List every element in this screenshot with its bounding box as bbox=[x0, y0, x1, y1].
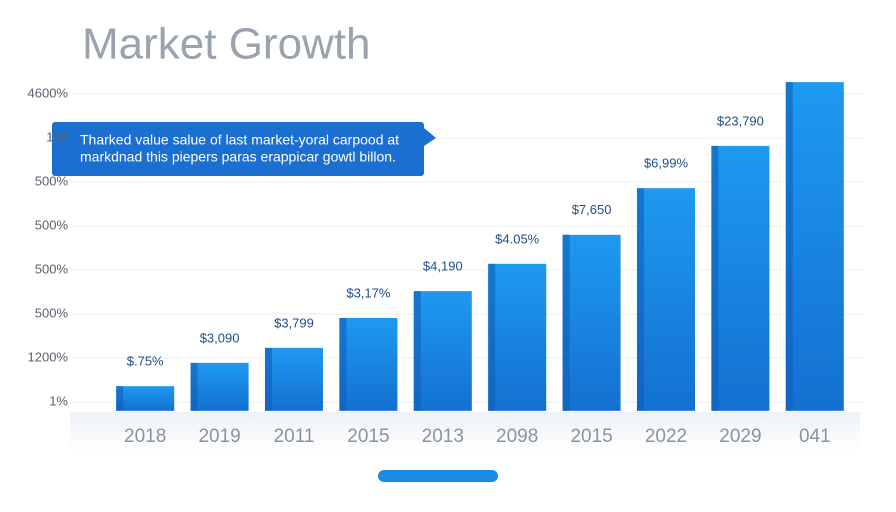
bar bbox=[562, 234, 621, 411]
x-tick-label: 041 bbox=[799, 426, 831, 447]
bar bbox=[339, 317, 398, 411]
bar bbox=[636, 188, 696, 411]
y-tick-label: 500% bbox=[35, 217, 69, 232]
x-tick-label: 2018 bbox=[124, 426, 166, 447]
x-tick-label: 2019 bbox=[198, 426, 240, 447]
bar bbox=[785, 82, 844, 411]
y-tick-label: 500% bbox=[35, 261, 69, 276]
chart-title: Market Growth bbox=[82, 20, 371, 69]
x-tick-label: 2015 bbox=[570, 426, 612, 447]
y-tick-label: 500% bbox=[35, 173, 69, 188]
bar-edge bbox=[785, 82, 793, 411]
bar bbox=[264, 347, 324, 411]
bar bbox=[488, 263, 547, 411]
callout-text: Tharked value salue of last market-yoral… bbox=[80, 132, 399, 148]
value-label: $3,090 bbox=[200, 330, 240, 345]
callout-pointer bbox=[424, 128, 436, 146]
bar bbox=[190, 362, 249, 411]
bar-edge bbox=[264, 347, 272, 411]
y-tick-label: 4600% bbox=[28, 85, 69, 100]
bar-edge bbox=[711, 145, 719, 411]
x-tick-label: 2011 bbox=[274, 426, 315, 447]
bar-edge bbox=[488, 263, 496, 411]
callout: Tharked value salue of last market-yoral… bbox=[52, 122, 436, 176]
value-label: $4,190 bbox=[423, 259, 463, 274]
value-label: $3,17% bbox=[346, 285, 391, 300]
value-label: $4.05% bbox=[495, 231, 540, 246]
value-label: $7,650 bbox=[572, 202, 612, 217]
value-label: $.75% bbox=[127, 354, 164, 369]
bar-edge bbox=[190, 362, 198, 411]
bar-edge bbox=[339, 317, 347, 411]
bar-edge bbox=[636, 188, 644, 411]
bar bbox=[413, 291, 472, 411]
x-tick-label: 2029 bbox=[719, 426, 761, 447]
x-tick-label: 2022 bbox=[645, 426, 687, 447]
callout-text: markdnad this piepers paras erappicar go… bbox=[80, 149, 396, 165]
value-label: $6,99% bbox=[644, 156, 689, 171]
bar bbox=[116, 386, 175, 411]
value-label: $23,790 bbox=[717, 113, 764, 128]
bar bbox=[711, 145, 770, 411]
bar-edge bbox=[413, 291, 421, 411]
bar-edge bbox=[116, 386, 124, 411]
bar-edge bbox=[562, 234, 570, 411]
y-tick-label: 150 bbox=[46, 129, 68, 144]
x-tick-label: 2013 bbox=[422, 426, 464, 447]
scrollbar[interactable] bbox=[378, 470, 498, 482]
y-tick-label: 500% bbox=[35, 305, 69, 320]
y-tick-label: 1200% bbox=[28, 349, 69, 364]
x-tick-label: 2098 bbox=[496, 426, 538, 447]
value-label: $3,799 bbox=[274, 315, 314, 330]
y-tick-label: 1% bbox=[49, 393, 68, 408]
callout-box bbox=[52, 122, 424, 176]
floor bbox=[70, 412, 860, 452]
x-tick-label: 2015 bbox=[347, 426, 389, 447]
